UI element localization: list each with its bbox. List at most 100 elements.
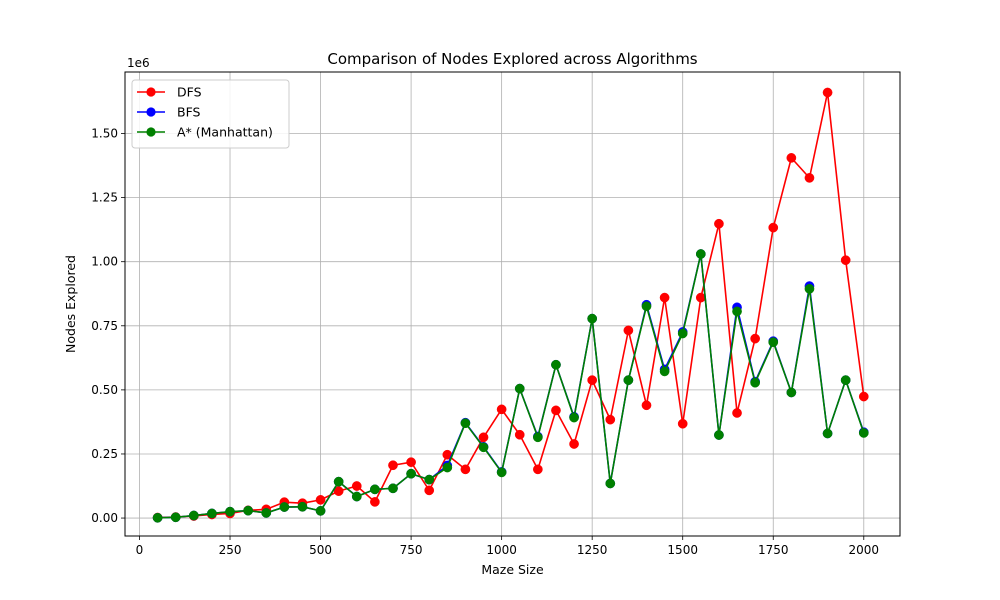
data-point-a-manhattan — [333, 476, 344, 487]
data-point-dfs — [460, 464, 471, 475]
legend-item: BFS — [137, 105, 201, 120]
data-point-a-manhattan — [605, 478, 616, 489]
y-tick-label: 0.75 — [91, 319, 118, 333]
data-point-a-manhattan — [840, 375, 851, 385]
data-point-dfs — [424, 485, 435, 496]
data-point-a-manhattan — [750, 377, 760, 388]
x-tick-label: 1500 — [667, 543, 698, 557]
data-point-dfs — [333, 486, 344, 496]
data-point-dfs — [478, 432, 489, 443]
x-tick-label: 1250 — [577, 543, 608, 557]
legend-item: A* (Manhattan) — [137, 125, 273, 140]
x-tick-label: 1750 — [758, 543, 789, 557]
data-point-a-manhattan — [587, 313, 598, 324]
data-point-a-manhattan — [623, 375, 634, 385]
data-point-a-manhattan — [533, 432, 543, 443]
data-point-a-manhattan — [714, 430, 724, 440]
y-offset-label: 1e6 — [127, 56, 150, 70]
series-line-a-manhattan — [157, 253, 865, 519]
legend-marker — [146, 127, 156, 137]
y-tick-label: 0.00 — [91, 511, 118, 525]
legend-box — [131, 79, 290, 149]
x-tick-label: 750 — [400, 543, 423, 557]
data-point-dfs — [822, 87, 833, 98]
data-point-a-manhattan — [786, 387, 797, 398]
data-point-a-manhattan — [170, 512, 181, 523]
data-point-a-manhattan — [641, 301, 652, 312]
data-point-a-manhattan — [858, 428, 869, 438]
data-point-a-manhattan — [478, 442, 489, 453]
data-point-dfs — [659, 292, 670, 303]
data-point-a-manhattan — [804, 284, 815, 294]
data-point-a-manhattan — [732, 306, 742, 317]
legend-label: BFS — [177, 105, 201, 120]
plot-frame — [124, 71, 901, 537]
data-point-dfs — [388, 460, 398, 471]
data-point-dfs — [677, 418, 688, 429]
data-point-dfs — [370, 497, 380, 507]
x-axis-label: Maze Size — [481, 562, 544, 577]
data-point-a-manhattan — [351, 491, 362, 502]
data-point-a-manhattan — [152, 512, 163, 523]
data-point-a-manhattan — [822, 428, 833, 439]
data-point-dfs — [496, 404, 507, 415]
y-tick-label: 1.00 — [91, 255, 118, 269]
y-axis-label: Nodes Explored — [63, 255, 78, 353]
data-point-a-manhattan — [768, 337, 779, 348]
x-tick-label: 250 — [219, 543, 242, 557]
data-point-a-manhattan — [460, 418, 471, 429]
data-point-dfs — [804, 173, 815, 183]
data-point-dfs — [623, 325, 634, 336]
data-point-a-manhattan — [677, 328, 688, 339]
data-point-a-manhattan — [370, 484, 380, 495]
data-point-a-manhattan — [225, 506, 235, 517]
legend: DFS BFS A* (Manhattan) — [131, 79, 290, 149]
data-point-a-manhattan — [551, 359, 561, 370]
series-line-dfs — [157, 91, 865, 519]
data-point-dfs — [695, 292, 706, 303]
legend-label: A* (Manhattan) — [177, 125, 273, 140]
data-point-dfs — [786, 153, 797, 163]
y-tick-label: 0.25 — [91, 447, 118, 461]
data-point-a-manhattan — [514, 383, 525, 394]
data-point-dfs — [587, 375, 598, 385]
data-point-dfs — [551, 405, 561, 416]
data-point-dfs — [406, 457, 416, 468]
data-point-dfs — [605, 414, 616, 425]
x-tick-label: 0 — [136, 543, 144, 557]
data-point-a-manhattan — [243, 505, 253, 516]
data-point-a-manhattan — [496, 467, 507, 478]
data-point-a-manhattan — [406, 468, 416, 479]
y-tick-label: 0.50 — [91, 383, 118, 397]
x-tick-label: 2000 — [849, 543, 880, 557]
data-point-a-manhattan — [442, 462, 453, 473]
y-axis: 0.00 0.25 0.50 0.75 1.00 1.25 1.50 — [91, 127, 125, 525]
data-point-a-manhattan — [388, 483, 398, 494]
y-tick-label: 1.50 — [91, 127, 118, 141]
x-axis: 0 250 500 750 1000 1250 1500 1750 2000 — [136, 536, 879, 557]
legend-marker — [146, 87, 156, 97]
data-point-a-manhattan — [297, 501, 308, 512]
data-point-dfs — [750, 333, 760, 344]
grid — [125, 72, 900, 536]
legend-item: DFS — [137, 85, 202, 100]
data-point-a-manhattan — [569, 412, 579, 423]
x-tick-label: 1000 — [486, 543, 517, 557]
data-point-dfs — [732, 408, 742, 418]
data-point-dfs — [858, 391, 869, 402]
data-point-dfs — [840, 255, 851, 266]
data-point-a-manhattan — [188, 510, 199, 521]
y-tick-label: 1.25 — [91, 191, 118, 205]
data-point-dfs — [768, 222, 779, 233]
data-point-a-manhattan — [279, 502, 290, 512]
data-point-dfs — [714, 218, 724, 229]
data-point-a-manhattan — [207, 508, 217, 519]
data-point-dfs — [351, 481, 362, 491]
data-point-a-manhattan — [315, 506, 326, 516]
series-a-manhattan — [152, 249, 869, 523]
data-point-dfs — [315, 495, 326, 505]
series-layer — [152, 87, 869, 523]
data-point-a-manhattan — [695, 249, 706, 259]
legend-marker — [146, 107, 156, 117]
